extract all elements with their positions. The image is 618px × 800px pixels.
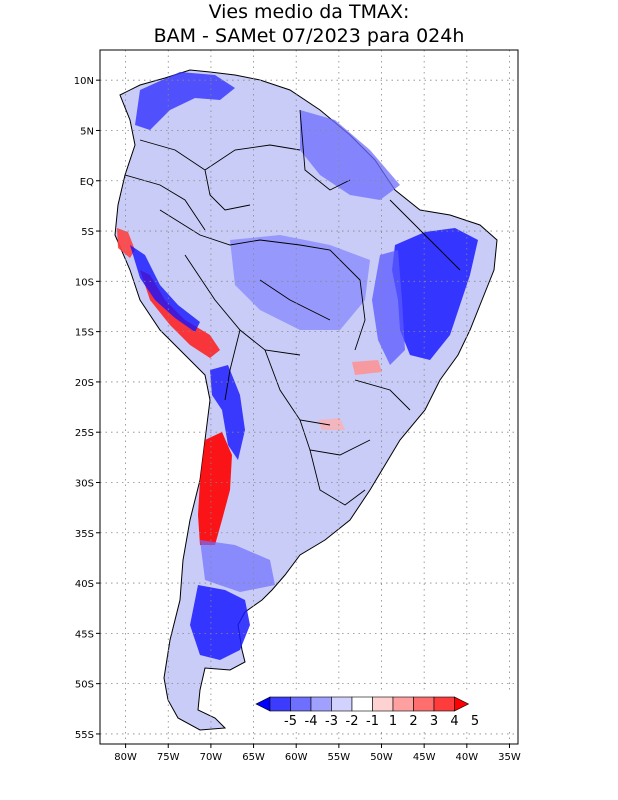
lon-tick-label: 50W: [370, 752, 393, 763]
colorbar-segment: [331, 696, 353, 712]
lon-tick-label: 35W: [498, 752, 521, 763]
lon-tick-label: 40W: [456, 752, 479, 763]
lat-tick-label: 55S: [75, 730, 94, 741]
colorbar: -5 -4 -3 -2 -1 1 2 3 4 5: [254, 690, 514, 730]
colorbar-segment: [392, 696, 414, 712]
colorbar-segment: [372, 696, 394, 712]
colorbar-label: 5: [471, 714, 479, 729]
colorbar-segment: [290, 696, 312, 712]
colorbar-high-arrow: [454, 696, 470, 712]
colorbar-segment: [269, 696, 291, 712]
lon-tick-label: 75W: [157, 752, 180, 763]
lon-tick-label: 60W: [285, 752, 308, 763]
patagonia-cold-bias: [190, 585, 250, 660]
lat-tick-label: 20S: [75, 378, 94, 389]
colorbar-label: -3: [325, 714, 338, 729]
peru-warm-bias: [117, 228, 135, 258]
colorbar-segment: [351, 696, 373, 712]
se-brazil-warm-spot: [318, 418, 345, 430]
lat-tick-label: 5N: [80, 126, 94, 137]
lat-tick-label: 25S: [75, 428, 94, 439]
andes-cold-bias-north: [130, 245, 200, 332]
lat-tick-label: 50S: [75, 680, 94, 691]
lat-tick-label: 5S: [81, 227, 94, 238]
lat-tick-label: EQ: [80, 177, 94, 188]
guianas-cold-bias: [300, 110, 400, 200]
grid-lines: [100, 50, 518, 744]
lon-tick-label: 80W: [114, 752, 137, 763]
colorbar-label: -4: [305, 714, 318, 729]
colorbar-label: 3: [430, 714, 438, 729]
lon-tick-label: 65W: [242, 752, 265, 763]
colorbar-label: -2: [346, 714, 359, 729]
country-borders: [124, 109, 461, 506]
patagonia-moderate-bias: [200, 540, 275, 592]
colorbar-label: 2: [409, 714, 417, 729]
lat-tick-label: 35S: [75, 529, 94, 540]
colorbar-segment: [413, 696, 435, 712]
se-brazil-warm-bias: [352, 360, 382, 375]
colorbar-label: -5: [284, 714, 297, 729]
lat-tick-label: 40S: [75, 579, 94, 590]
colorbar-label: 4: [450, 714, 458, 729]
latitude-tick-labels: 10N 5N EQ 5S 10S 15S 20S 25S 30S 35S 40S 45S 50S 55S: [74, 76, 100, 741]
lon-tick-label: 70W: [200, 752, 223, 763]
northern-cold-bias: [135, 72, 235, 130]
chile-warm-bias: [198, 432, 232, 545]
lat-tick-label: 15S: [75, 328, 94, 339]
longitude-tick-labels: 80W 75W 70W 65W 60W 55W 50W 45W 40W 35W: [114, 744, 521, 763]
andes-cold-bias-central: [210, 365, 245, 460]
lat-tick-label: 45S: [75, 629, 94, 640]
colorbar-segment: [433, 696, 455, 712]
lat-tick-label: 30S: [75, 478, 94, 489]
colorbar-label: -1: [366, 714, 379, 729]
lat-tick-label: 10N: [74, 76, 94, 87]
plot-frame: [99, 49, 519, 745]
colorbar-segment: [310, 696, 332, 712]
lon-tick-label: 55W: [328, 752, 351, 763]
amazon-moderate-bias: [230, 235, 370, 330]
lat-tick-label: 10S: [75, 277, 94, 288]
ne-brazil-cold-bias: [392, 228, 478, 360]
plot-area: [100, 50, 518, 744]
ne-brazil-moderate-bias: [372, 250, 405, 365]
title-line-2: BAM - SAMet 07/2023 para 024h: [154, 25, 465, 47]
colorbar-label: 1: [389, 714, 397, 729]
lon-tick-label: 45W: [413, 752, 436, 763]
title-line-1: Vies medio da TMAX:: [209, 1, 410, 23]
